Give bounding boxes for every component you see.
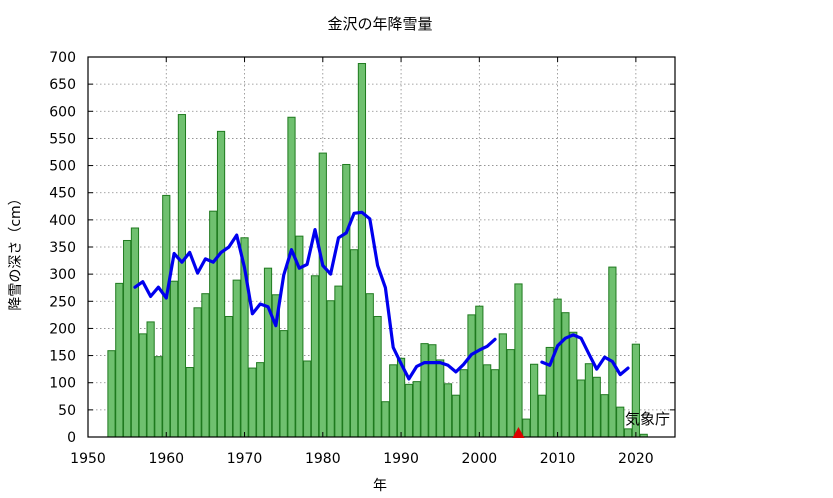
bar-1953 bbox=[107, 350, 116, 438]
y-tick-label: 100 bbox=[49, 376, 76, 392]
bar-1987 bbox=[373, 315, 382, 438]
bar-1957 bbox=[138, 333, 147, 438]
bars bbox=[107, 63, 648, 438]
markers bbox=[512, 427, 525, 438]
bar-1983 bbox=[342, 163, 351, 438]
bar-1961 bbox=[169, 280, 179, 438]
y-tick-label: 350 bbox=[49, 240, 76, 256]
x-tick-label: 2000 bbox=[462, 451, 498, 467]
bar-1964 bbox=[193, 307, 202, 438]
y-tick-label: 200 bbox=[49, 321, 76, 337]
bar-2005 bbox=[514, 283, 523, 438]
bar-2014 bbox=[584, 363, 594, 438]
bar-1965 bbox=[201, 293, 210, 438]
bar-1955 bbox=[123, 239, 132, 438]
x-tick-label: 1960 bbox=[148, 451, 184, 467]
bar-1998 bbox=[459, 369, 468, 438]
bar-2015 bbox=[592, 376, 601, 438]
y-tick-label: 600 bbox=[49, 104, 76, 120]
bar-1972 bbox=[256, 362, 265, 438]
bar-2011 bbox=[561, 312, 570, 438]
x-axis-title: 年 bbox=[373, 478, 387, 494]
x-tick-label: 2020 bbox=[618, 451, 654, 467]
bar-2007 bbox=[530, 363, 539, 438]
x-tick-label: 1990 bbox=[383, 451, 419, 467]
bar-1980 bbox=[318, 152, 327, 438]
bar-1988 bbox=[381, 401, 390, 438]
bar-2019 bbox=[623, 428, 633, 438]
bar-1996 bbox=[443, 383, 453, 438]
bar-1973 bbox=[263, 267, 273, 438]
bar-1954 bbox=[115, 282, 124, 438]
y-axis-title: 降雪の深さ（cm） bbox=[8, 191, 24, 310]
bar-2008 bbox=[537, 394, 547, 438]
chart-title: 金沢の年降雪量 bbox=[327, 15, 432, 33]
bar-1984 bbox=[350, 249, 359, 438]
marker-triangle bbox=[512, 427, 525, 438]
bar-2012 bbox=[569, 331, 578, 438]
bar-1999 bbox=[467, 314, 476, 438]
bar-1968 bbox=[224, 315, 233, 438]
bar-1993 bbox=[420, 343, 429, 438]
bar-2001 bbox=[483, 364, 492, 438]
source-label: 気象庁 bbox=[625, 410, 670, 428]
x-tick-label: 2010 bbox=[540, 451, 576, 467]
y-tick-label: 250 bbox=[49, 294, 76, 310]
bar-2006 bbox=[522, 418, 531, 438]
bar-2016 bbox=[600, 394, 609, 438]
y-tick-label: 150 bbox=[49, 349, 76, 365]
y-tick-label: 0 bbox=[67, 430, 76, 446]
x-tick-label: 1980 bbox=[305, 451, 341, 467]
moving-average-line-2 bbox=[540, 333, 630, 377]
bar-1997 bbox=[451, 394, 460, 438]
y-tick-label: 550 bbox=[49, 131, 76, 147]
bar-1963 bbox=[185, 367, 194, 438]
bar-1994 bbox=[428, 344, 437, 438]
moving-average-lines bbox=[133, 210, 630, 381]
bar-1959 bbox=[154, 356, 163, 438]
moving-average-line-1 bbox=[133, 210, 497, 381]
bar-2017 bbox=[608, 266, 617, 438]
bar-2000 bbox=[475, 305, 484, 438]
bar-1985 bbox=[357, 63, 367, 438]
bar-1975 bbox=[279, 330, 288, 438]
x-tick-label: 1950 bbox=[70, 451, 106, 467]
bar-1991 bbox=[404, 383, 413, 438]
bar-1958 bbox=[146, 321, 155, 438]
y-tick-label: 650 bbox=[49, 77, 76, 93]
bar-1971 bbox=[248, 367, 257, 438]
y-tick-label: 450 bbox=[49, 186, 76, 202]
bar-1966 bbox=[209, 210, 218, 438]
bar-2013 bbox=[576, 379, 586, 438]
bar-1989 bbox=[389, 364, 398, 438]
bar-2010 bbox=[553, 298, 562, 438]
y-tick-label: 500 bbox=[49, 159, 76, 175]
x-tick-label: 1970 bbox=[227, 451, 263, 467]
bar-2018 bbox=[616, 406, 625, 438]
bar-2004 bbox=[506, 349, 515, 438]
bar-1992 bbox=[412, 381, 421, 438]
bar-1981 bbox=[326, 300, 335, 438]
bar-1979 bbox=[310, 275, 320, 438]
bar-1967 bbox=[216, 130, 226, 438]
bar-2002 bbox=[490, 369, 500, 438]
y-tick-label: 400 bbox=[49, 213, 76, 229]
bar-2003 bbox=[498, 333, 507, 438]
axis-ticks: 0 50 100 150 200 250 300 350 400 450 500 550 600 650 7… bbox=[49, 50, 675, 467]
bar-1978 bbox=[303, 360, 312, 438]
bar-1995 bbox=[436, 359, 445, 438]
bar-1969 bbox=[232, 279, 241, 438]
bar-1960 bbox=[162, 194, 171, 438]
y-tick-label: 700 bbox=[49, 50, 76, 66]
bar-1962 bbox=[177, 114, 187, 438]
bar-1982 bbox=[334, 285, 343, 438]
y-tick-label: 300 bbox=[49, 267, 76, 283]
y-tick-label: 50 bbox=[58, 403, 76, 419]
bar-1976 bbox=[287, 116, 296, 438]
bar-1986 bbox=[365, 293, 374, 438]
bar-1956 bbox=[130, 227, 140, 438]
